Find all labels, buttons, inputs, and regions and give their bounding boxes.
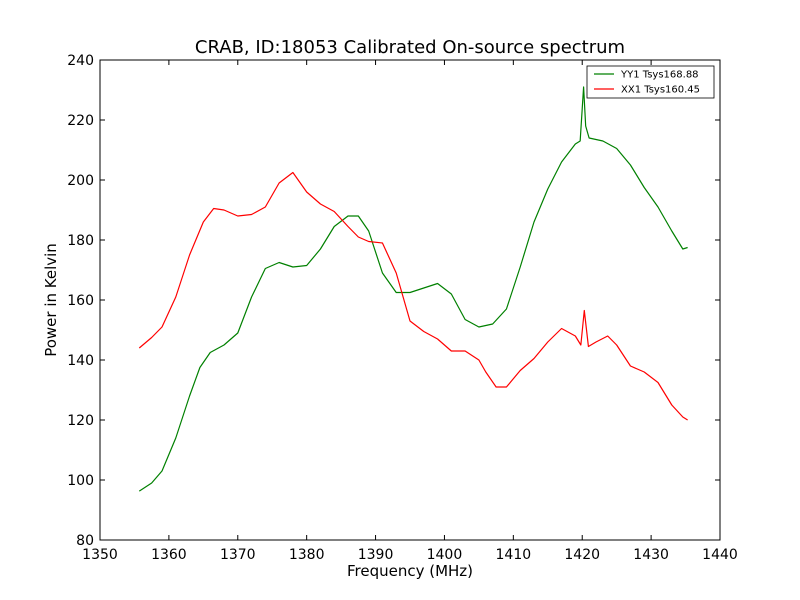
y-tick-label-8: 240	[67, 53, 94, 69]
x-tick-label-5: 1400	[427, 547, 463, 563]
y-tick-label-6: 200	[67, 173, 94, 189]
x-tick-label-4: 1390	[358, 547, 394, 563]
y-tick-label-2: 120	[67, 413, 94, 429]
y-tick-label-4: 160	[67, 293, 94, 309]
legend-label-yy1: YY1 Tsys168.88	[620, 70, 699, 81]
y-tick-label-1: 100	[67, 473, 94, 489]
x-tick-label-7: 1420	[564, 547, 600, 563]
y-tick-label-5: 180	[67, 233, 94, 249]
series-line-0	[138, 86, 688, 492]
x-tick-label-0: 1350	[82, 547, 118, 563]
series-layer	[138, 86, 688, 492]
ticks-layer: 1350 1360 1370 1380 1390 1400 1410 1420 1430 1440…	[67, 53, 738, 563]
y-tick-label-3: 140	[67, 353, 94, 369]
x-tick-label-8: 1430	[633, 547, 669, 563]
x-tick-label-6: 1410	[496, 547, 532, 563]
legend-box	[586, 65, 715, 99]
series-line-1	[138, 171, 688, 421]
x-tick-label-9: 1440	[702, 547, 738, 563]
legend-label-xx1: XX1 Tsys160.45	[621, 85, 700, 96]
y-tick-label-0: 80	[76, 533, 94, 549]
y-axis-label: Power in Kelvin	[42, 243, 60, 357]
x-tick-label-3: 1380	[289, 547, 325, 563]
x-tick-label-2: 1370	[220, 547, 256, 563]
chart-title: CRAB, ID:18053 Calibrated On-source spec…	[195, 37, 625, 58]
x-axis-label: Frequency (MHz)	[347, 562, 473, 580]
legend: YY1 Tsys168.88 XX1 Tsys160.45	[586, 65, 715, 99]
x-tick-label-1: 1360	[151, 547, 187, 563]
plot-frame	[99, 59, 721, 541]
y-tick-label-7: 220	[67, 113, 94, 129]
